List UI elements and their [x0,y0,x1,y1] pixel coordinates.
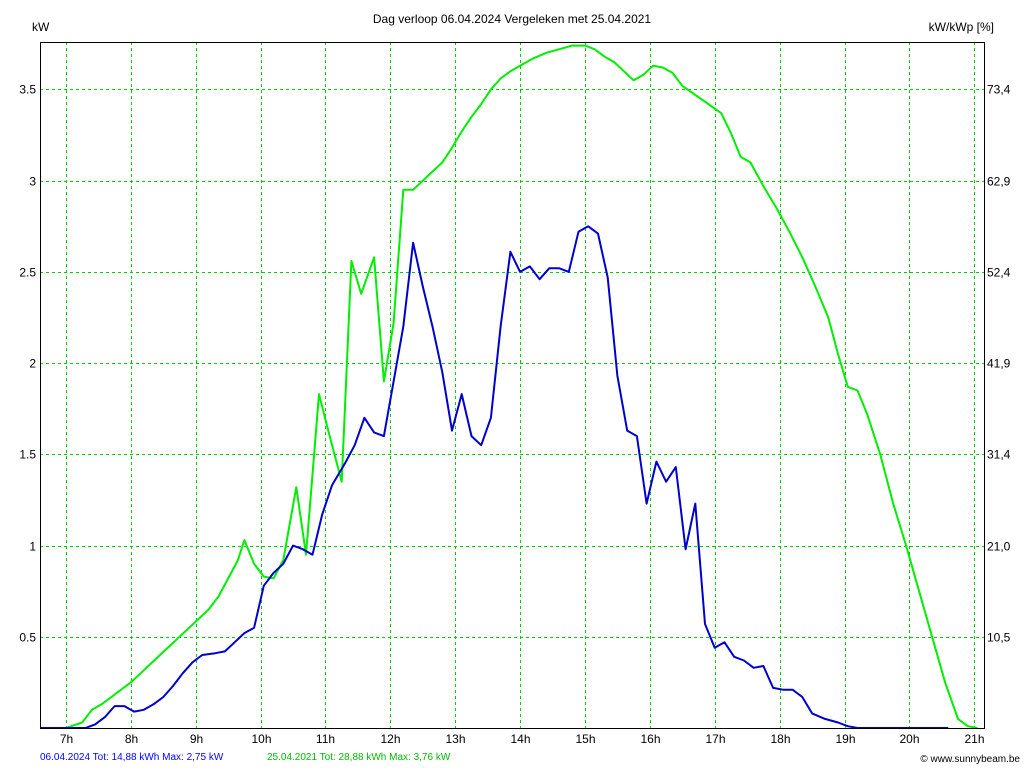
credit-text: © www.sunnybeam.be [920,754,1020,765]
y-tick-label-left: 2 [29,357,36,371]
y-tick-label-right: 62,9 [987,175,1011,189]
x-tick-label: 21h [964,732,984,746]
series-line-green [40,44,978,729]
y-tick-label-right: 10,5 [987,631,1011,645]
series-lines [40,44,978,729]
y-tick-label-left: 2.5 [19,266,36,280]
x-tick-label: 20h [899,732,919,746]
tick-labels: 7h 8h 9h 10h 11h 12h 13h 14h 15h 16h 17h 18h 19h 20h 2… [19,83,1010,747]
footer-summary-green: 25.04.2021 Tot: 28,88 kWh Max: 3,76 kW [267,752,451,763]
y-tick-label-left: 3.5 [19,83,36,97]
y-tick-label-right: 41,9 [987,357,1011,371]
x-tick-label: 13h [445,732,465,746]
y-tick-label-right: 73,4 [987,83,1011,97]
x-tick-label: 15h [575,732,595,746]
x-tick-label: 18h [770,732,790,746]
x-tick-label: 10h [251,732,271,746]
x-tick-label: 9h [190,732,203,746]
x-tick-label: 16h [640,732,660,746]
left-axis-unit: kW [32,20,50,34]
y-tick-label-right: 52,4 [987,266,1011,280]
grid-lines [40,42,984,728]
x-tick-label: 11h [316,732,335,746]
y-tick-label-left: 3 [29,175,36,189]
footer-summary-blue: 06.04.2024 Tot: 14,88 kWh Max: 2,75 kW [40,752,224,763]
x-tick-label: 7h [60,732,73,746]
y-tick-label-right: 31,4 [987,448,1011,462]
series-line-blue [40,225,949,729]
x-tick-label: 17h [705,732,725,746]
x-tick-label: 19h [835,732,855,746]
y-tick-label-left: 1.5 [19,448,36,462]
x-tick-label: 8h [125,732,138,746]
right-axis-unit: kW/kWp [%] [928,20,994,34]
x-tick-label: 14h [510,732,530,746]
x-tick-label: 12h [380,732,400,746]
y-tick-label-left: 1 [29,540,36,554]
plot-frame [40,42,985,729]
y-tick-label-left: 0.5 [19,631,36,645]
y-tick-label-right: 21,0 [987,540,1011,554]
chart-title: Dag verloop 06.04.2024 Vergeleken met 25… [372,12,652,26]
